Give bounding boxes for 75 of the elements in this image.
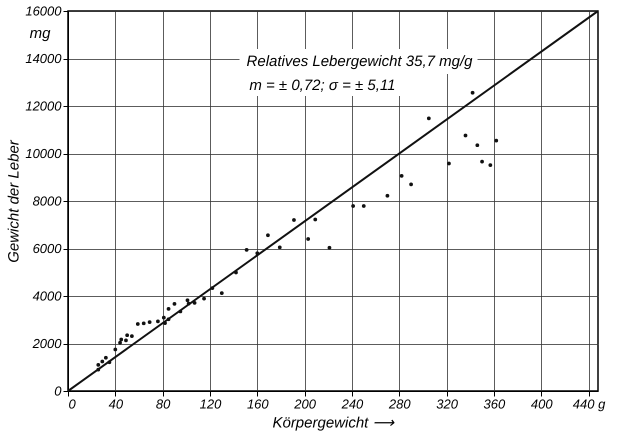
point <box>202 296 206 300</box>
point <box>100 360 104 364</box>
point <box>313 218 318 222</box>
x-tick-label: 400 <box>530 396 554 412</box>
point <box>186 298 190 302</box>
point <box>186 302 191 306</box>
point <box>464 134 468 138</box>
point <box>220 291 224 296</box>
point <box>162 316 166 320</box>
point <box>163 321 167 325</box>
point <box>328 246 332 250</box>
point <box>113 348 118 352</box>
x-tick-label: 200 <box>293 396 317 412</box>
x-tick-label: 160 <box>246 396 270 412</box>
point <box>172 302 176 306</box>
y-tick-label: 4000 <box>32 288 62 304</box>
point <box>426 116 431 120</box>
point <box>400 174 404 178</box>
y-tick-label: 2000 <box>32 336 62 351</box>
point <box>470 90 474 95</box>
x-tick-label: 440 g <box>572 396 606 412</box>
y-tick-label: 8000 <box>32 194 62 208</box>
x-tick-label: 240 <box>340 396 364 412</box>
y-tick-label: 0 <box>54 384 62 398</box>
y-tick-label: 14000 <box>25 51 62 66</box>
point <box>178 310 182 314</box>
x-tick-label: 360 <box>484 396 506 412</box>
point <box>278 245 282 250</box>
y-axis-title: Gewicht der Leber <box>5 139 22 263</box>
point <box>255 251 260 256</box>
x-tick-label: 0 <box>68 396 76 412</box>
y-tick-label: 16000 <box>25 4 62 18</box>
point <box>192 301 196 305</box>
point <box>386 194 390 198</box>
point <box>108 360 112 364</box>
point <box>166 317 170 322</box>
y-tick-label: 12000 <box>25 98 62 114</box>
annotation: Relatives Lebergewicht 35,7 mg/g <box>246 53 474 70</box>
point <box>104 356 108 360</box>
x-tick-label: 120 <box>200 396 222 412</box>
x-tick-label: 40 <box>108 396 124 412</box>
point <box>130 334 134 338</box>
point <box>136 322 140 326</box>
point <box>96 363 100 367</box>
point <box>210 286 214 290</box>
x-tick-label: 280 <box>388 396 412 412</box>
point <box>244 248 249 252</box>
x-axis-title: Körpergewicht ⟶ <box>272 414 396 432</box>
point <box>234 270 238 274</box>
point <box>142 321 146 326</box>
point <box>96 368 100 372</box>
point <box>494 138 498 143</box>
point <box>447 162 451 166</box>
text: mg <box>30 25 52 42</box>
point <box>475 143 480 148</box>
point <box>118 340 122 345</box>
point <box>480 160 484 164</box>
x-tick-label: 80 <box>156 396 172 412</box>
point <box>119 338 124 342</box>
point <box>351 204 355 208</box>
y-tick-label: 6000 <box>32 241 62 256</box>
point <box>266 233 270 238</box>
point <box>362 204 366 208</box>
point <box>306 237 310 241</box>
point <box>292 218 296 222</box>
point <box>488 163 492 168</box>
point <box>124 338 128 342</box>
y-tick-label: 10000 <box>25 146 62 161</box>
point <box>125 333 130 338</box>
point <box>166 306 170 311</box>
point <box>148 320 152 324</box>
point <box>409 182 413 186</box>
point <box>156 320 160 324</box>
annotation: m = ± 0,72; σ = ± 5,11 <box>249 77 396 94</box>
x-tick-label: 320 <box>436 396 459 412</box>
